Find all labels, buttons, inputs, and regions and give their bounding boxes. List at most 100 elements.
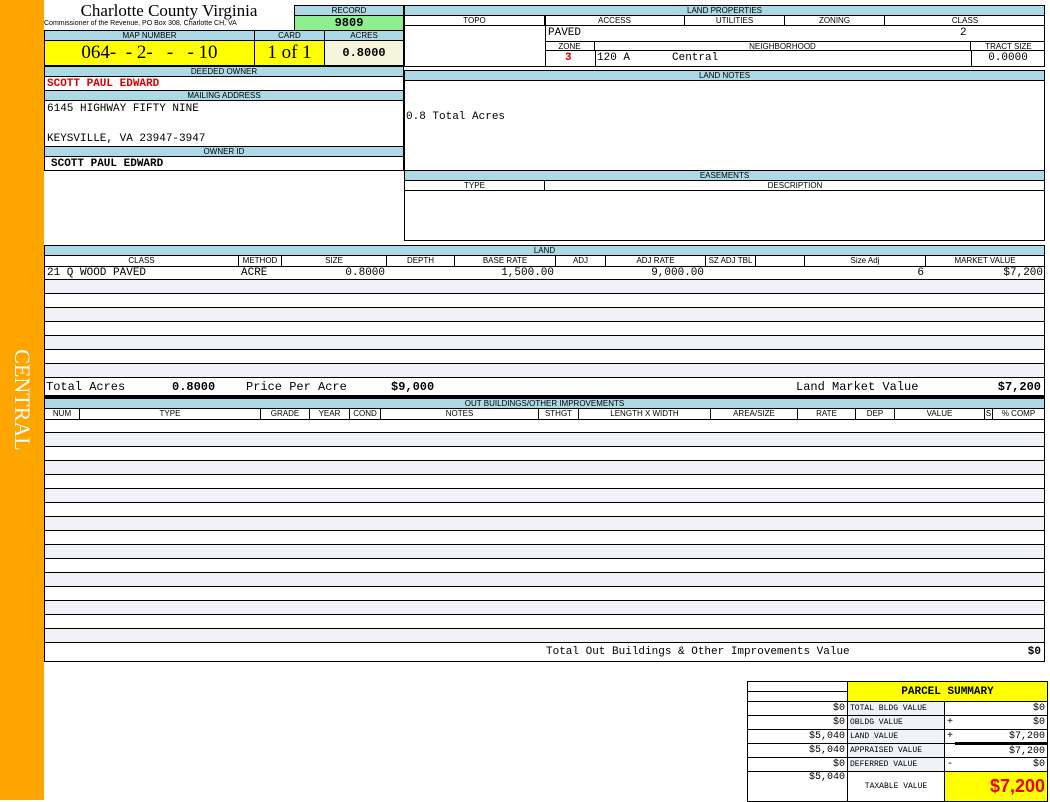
tract-size-value: 0.0000 (988, 52, 1028, 64)
table-row (45, 461, 1044, 475)
table-row (45, 364, 1044, 378)
summary-left-value: $5,040 (747, 729, 848, 744)
table-row (45, 322, 1044, 336)
taxable-left: $5,040 (747, 771, 848, 802)
land-properties: TOPO ACCESS UTILITIES ZONING CLASS PAVED… (404, 15, 1045, 67)
column-header: RATE (798, 409, 856, 419)
summary-operator: - (944, 757, 956, 772)
column-header: NOTES (381, 409, 539, 419)
price-per-acre: $9,000 (391, 380, 435, 394)
total-acres: 0.8000 (172, 380, 216, 394)
table-row (45, 615, 1044, 629)
table-row (45, 629, 1044, 643)
table-row (45, 531, 1044, 545)
summary-row: $5,040 LAND VALUE + $7,200 (747, 729, 1049, 744)
summary-operator: + (944, 715, 956, 730)
table-cell: 6 (917, 267, 924, 279)
column-header: Size Adj (805, 256, 926, 266)
zone-header: ZONE (545, 42, 595, 51)
summary-value: $0 (955, 715, 1049, 730)
address-line-1: 6145 HIGHWAY FIFTY NINE (47, 103, 199, 115)
table-row (45, 503, 1044, 517)
summary-left-value: $0 (747, 701, 848, 716)
easements: TYPE DESCRIPTION (404, 180, 1045, 241)
outbuildings-totals: Total Out Buildings & Other Improvements… (45, 643, 1044, 661)
column-header: SIZE (282, 256, 387, 266)
table-row: 21 Q WOOD PAVED ACRE 0.8000 1,500.00 9,000.0… (45, 266, 1044, 280)
class-value: 2 (960, 27, 967, 39)
neighborhood-header: NEIGHBORHOOD (595, 42, 971, 51)
column-header: CLASS (45, 256, 239, 266)
summary-operator (944, 701, 956, 716)
table-cell: 21 Q WOOD PAVED (47, 267, 147, 279)
summary-label: APPRAISED VALUE (847, 743, 945, 758)
summary-value: $0 (955, 757, 1049, 772)
land-table: CLASS METHOD SIZE DEPTH BASE RATE ADJ ADJ RATE… (44, 255, 1045, 398)
outbuildings-total: $0 (1027, 646, 1041, 658)
summary-label: DEFERRED VALUE (847, 757, 945, 772)
land-notes-text: 0.8 Total Acres (406, 111, 506, 123)
column-header: TYPE (80, 409, 261, 419)
summary-label: LAND VALUE (847, 729, 945, 744)
deeded-owner: SCOTT PAUL EDWARD (44, 76, 404, 91)
summary-operator (944, 743, 956, 758)
table-row (45, 419, 1044, 433)
neighborhood-value: Central (672, 52, 719, 64)
table-row (45, 433, 1044, 447)
table-row (45, 475, 1044, 489)
map-number: 064- - 2- - - 10 (44, 40, 255, 66)
column-header (756, 256, 805, 266)
column-header: NUM (45, 409, 80, 419)
mailing-address: 6145 HIGHWAY FIFTY NINE KEYSVILLE, VA 23… (44, 100, 404, 147)
column-header: AREA/SIZE (711, 409, 798, 419)
column-header: GRADE (261, 409, 310, 419)
table-row (45, 517, 1044, 531)
summary-row: $5,040 APPRAISED VALUE $7,200 (747, 742, 1049, 758)
summary-value: $0 (955, 701, 1049, 716)
table-cell (558, 266, 604, 280)
land-market-value-label: Land Market Value (796, 380, 919, 394)
table-cell (708, 266, 754, 280)
summary-label: OBLDG VALUE (847, 715, 945, 730)
column-header: COND (350, 409, 381, 419)
summary-value: $7,200 (955, 729, 1049, 744)
topo-header: TOPO (405, 16, 545, 26)
column-header: LENGTH X WIDTH (579, 409, 711, 419)
column-header: ADJ (556, 256, 606, 266)
parcel-summary: PARCEL SUMMARY $0 TOTAL BLDG VALUE $0 $0 OBL… (747, 681, 1049, 802)
table-cell: $7,200 (1003, 267, 1043, 279)
table-row (45, 447, 1044, 461)
utilities-header: UTILITIES (685, 16, 785, 26)
land-notes: 0.8 Total Acres (404, 80, 1045, 171)
table-row (45, 489, 1044, 503)
owner-id: SCOTT PAUL EDWARD (44, 156, 404, 171)
column-header: ADJ RATE (606, 256, 706, 266)
access-value: PAVED (548, 27, 582, 39)
table-row (45, 308, 1044, 322)
easement-type-header: TYPE (405, 181, 545, 190)
column-header: SZ ADJ TBL (706, 256, 756, 266)
summary-row: $0 DEFERRED VALUE - $0 (747, 757, 1049, 772)
column-header: DEP (856, 409, 895, 419)
table-row (45, 587, 1044, 601)
column-header: STHGT (539, 409, 579, 419)
office-address: Commissioner of the Revenue, PO Box 308,… (44, 20, 237, 27)
land-market-value: $7,200 (997, 380, 1041, 394)
outbuildings-table: NUM TYPE GRADE YEAR COND NOTES STHGT LENGTH X W… (44, 408, 1045, 662)
table-cell (389, 266, 453, 280)
summary-left-value: $0 (747, 757, 848, 772)
zoning-header: ZONING (785, 16, 885, 26)
table-row (45, 350, 1044, 364)
table-cell: 9,000.00 (651, 267, 704, 279)
column-header: S (985, 409, 993, 419)
column-header: YEAR (310, 409, 350, 419)
table-cell (758, 266, 803, 280)
access-header: ACCESS (545, 16, 685, 26)
summary-left-value: $5,040 (747, 743, 848, 758)
taxable-value: $7,200 (944, 771, 1048, 802)
column-header: METHOD (239, 256, 282, 266)
column-header: % COMP (993, 409, 1045, 419)
price-per-acre-label: Price Per Acre (246, 380, 347, 394)
table-cell: 1,500.00 (501, 267, 554, 279)
summary-row: $0 OBLDG VALUE + $0 (747, 715, 1049, 730)
